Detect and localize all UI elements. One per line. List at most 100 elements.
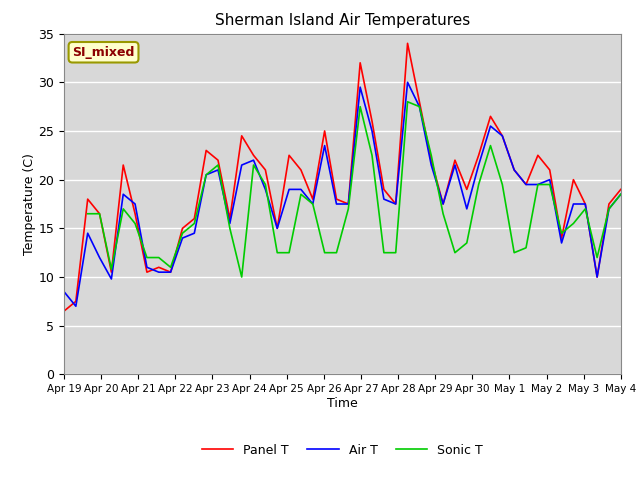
Sonic T <box>84 211 92 216</box>
Panel T <box>605 201 612 207</box>
Panel T <box>84 196 92 202</box>
Panel T <box>439 201 447 207</box>
Air T <box>439 201 447 207</box>
Sonic T <box>510 250 518 255</box>
Panel T <box>285 153 293 158</box>
Panel T <box>179 226 186 231</box>
Sonic T <box>143 255 151 261</box>
Air T <box>499 133 506 139</box>
Panel T <box>404 40 412 46</box>
Panel T <box>534 153 541 158</box>
Sonic T <box>581 206 589 212</box>
Sonic T <box>356 104 364 109</box>
Panel T <box>262 167 269 173</box>
Air T <box>415 104 423 109</box>
Air T <box>226 221 234 227</box>
Panel T <box>191 216 198 221</box>
Air T <box>368 128 376 134</box>
Air T <box>72 303 80 309</box>
Sonic T <box>297 192 305 197</box>
Text: SI_mixed: SI_mixed <box>72 46 135 59</box>
Panel T <box>475 153 483 158</box>
Air T <box>428 162 435 168</box>
Air T <box>534 181 541 187</box>
Line: Air T: Air T <box>64 82 621 306</box>
Air T <box>546 177 554 182</box>
Panel T <box>155 264 163 270</box>
Air T <box>605 206 612 212</box>
Panel T <box>226 216 234 221</box>
Sonic T <box>451 250 459 255</box>
Sonic T <box>570 221 577 227</box>
Panel T <box>167 269 175 275</box>
Sonic T <box>344 206 352 212</box>
Panel T <box>380 187 388 192</box>
Panel T <box>522 181 530 187</box>
Panel T <box>273 226 281 231</box>
Panel T <box>415 99 423 105</box>
Sonic T <box>167 264 175 270</box>
Air T <box>202 172 210 178</box>
Air T <box>96 255 104 261</box>
Sonic T <box>191 221 198 227</box>
Air T <box>262 187 269 192</box>
Air T <box>143 264 151 270</box>
Sonic T <box>486 143 494 148</box>
Panel T <box>143 269 151 275</box>
Sonic T <box>202 172 210 178</box>
Panel T <box>250 153 257 158</box>
Air T <box>60 289 68 295</box>
Sonic T <box>309 201 317 207</box>
Air T <box>84 230 92 236</box>
Air T <box>570 201 577 207</box>
Air T <box>593 274 601 280</box>
Sonic T <box>546 181 554 187</box>
Panel T <box>214 157 222 163</box>
Sonic T <box>593 255 601 261</box>
Sonic T <box>392 250 399 255</box>
Air T <box>581 201 589 207</box>
Y-axis label: Temperature (C): Temperature (C) <box>22 153 36 255</box>
Panel T <box>60 308 68 314</box>
Panel T <box>392 201 399 207</box>
Panel T <box>108 269 115 275</box>
Air T <box>167 269 175 275</box>
Panel T <box>297 167 305 173</box>
Sonic T <box>262 181 269 187</box>
Sonic T <box>108 266 115 272</box>
Panel T <box>202 147 210 153</box>
Panel T <box>321 128 328 134</box>
Air T <box>510 167 518 173</box>
Sonic T <box>463 240 470 246</box>
Sonic T <box>131 221 139 227</box>
Sonic T <box>214 162 222 168</box>
Sonic T <box>96 211 104 216</box>
Sonic T <box>238 274 246 280</box>
Air T <box>404 79 412 85</box>
Air T <box>214 167 222 173</box>
Panel T <box>546 167 554 173</box>
Air T <box>179 235 186 241</box>
Panel T <box>593 274 601 280</box>
Sonic T <box>428 153 435 158</box>
Air T <box>309 201 317 207</box>
Air T <box>108 276 115 282</box>
Line: Sonic T: Sonic T <box>88 102 621 277</box>
Air T <box>522 181 530 187</box>
Air T <box>557 240 565 246</box>
Air T <box>191 230 198 236</box>
Sonic T <box>534 181 541 187</box>
Panel T <box>510 167 518 173</box>
Sonic T <box>499 181 506 187</box>
Panel T <box>570 177 577 182</box>
Sonic T <box>617 192 625 197</box>
Sonic T <box>285 250 293 255</box>
Sonic T <box>333 250 340 255</box>
Sonic T <box>522 245 530 251</box>
Sonic T <box>120 206 127 212</box>
Air T <box>321 143 328 148</box>
Sonic T <box>380 250 388 255</box>
Sonic T <box>605 206 612 212</box>
Sonic T <box>404 99 412 105</box>
Panel T <box>463 187 470 192</box>
